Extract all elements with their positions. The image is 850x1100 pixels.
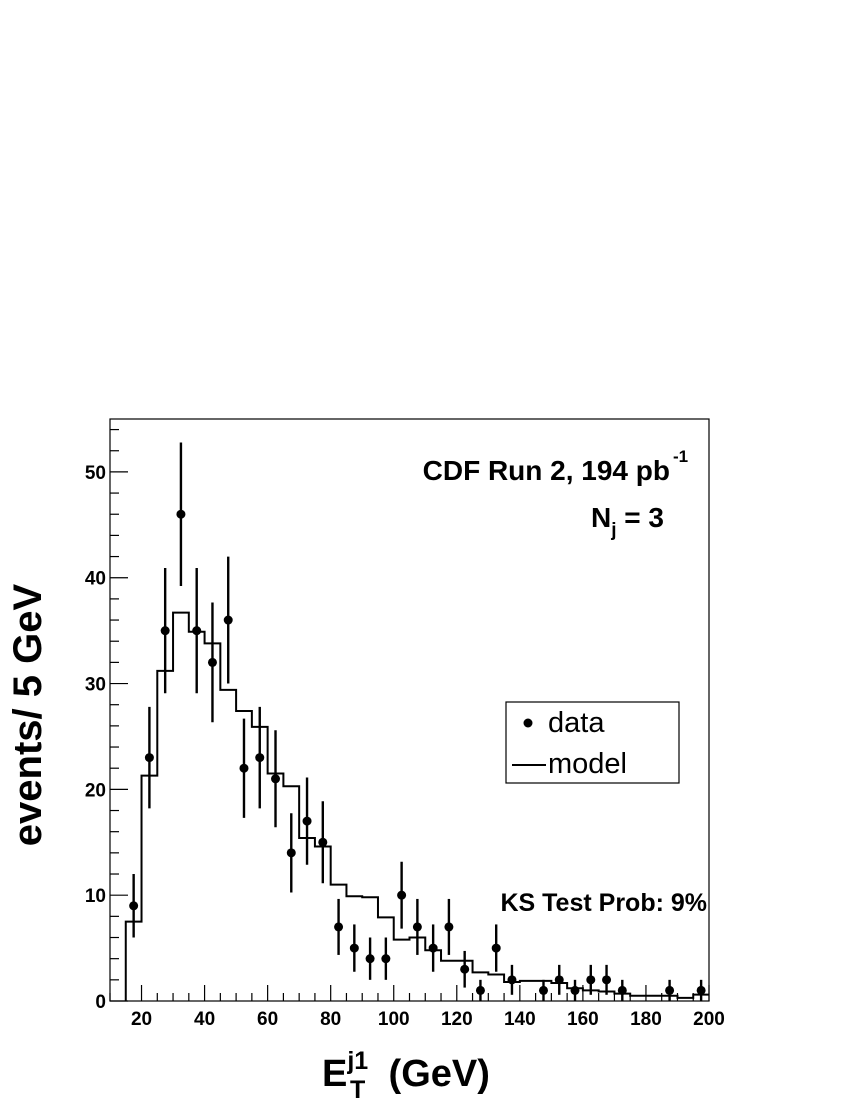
data-point	[176, 509, 186, 519]
x-tick-label: 160	[567, 1009, 599, 1030]
data-point	[160, 626, 170, 636]
data-point	[192, 626, 202, 636]
y-tick-label: 40	[85, 569, 106, 590]
model-step-line	[124, 611, 709, 1001]
x-axis-title-unit: (GeV)	[378, 1053, 490, 1095]
x-tick-label: 40	[194, 1009, 215, 1030]
model-series	[124, 611, 709, 1001]
data-point	[428, 943, 438, 953]
data-point	[602, 975, 612, 985]
data-series	[129, 442, 706, 1001]
x-tick-label: 100	[378, 1009, 410, 1030]
data-point	[223, 615, 233, 625]
njets-label: Nj = 3	[591, 502, 664, 541]
data-point	[207, 657, 217, 667]
data-point	[412, 922, 422, 932]
data-point	[255, 753, 265, 763]
njets-base: N	[591, 502, 611, 533]
data-point	[538, 985, 548, 995]
legend-data-label: data	[548, 707, 605, 739]
data-point	[271, 774, 281, 784]
x-tick-label: 20	[131, 1009, 152, 1030]
y-tick-label: 10	[85, 886, 106, 907]
data-point	[381, 954, 391, 964]
data-point	[129, 901, 139, 911]
ks-test-label: KS Test Prob: 9%	[500, 889, 707, 917]
y-tick-label: 50	[85, 463, 106, 484]
data-point	[302, 816, 312, 826]
y-axis-title: events/ 5 GeV	[6, 584, 50, 847]
x-tick-label: 200	[693, 1009, 725, 1030]
y-tick-label: 0	[95, 992, 106, 1013]
data-point	[475, 985, 485, 995]
data-point	[617, 985, 627, 995]
data-point	[318, 837, 328, 847]
experiment-label: CDF Run 2, 194 pb	[423, 455, 670, 486]
x-axis-title-sup: j1	[346, 1047, 368, 1075]
data-point	[365, 954, 375, 964]
y-tick-label: 30	[85, 675, 106, 696]
x-tick-label: 80	[320, 1009, 341, 1030]
data-point	[696, 985, 706, 995]
data-point	[286, 848, 296, 858]
y-axis: 0 10 20 30 40 50	[85, 428, 128, 1013]
data-point	[349, 943, 359, 953]
data-point	[397, 890, 407, 900]
data-point	[570, 985, 580, 995]
x-axis: 20 40 60 80 100 120 140 160 180 200	[109, 985, 725, 1030]
data-point	[491, 943, 501, 953]
legend-data-marker	[523, 718, 533, 728]
data-point	[507, 975, 517, 985]
x-tick-label: 180	[630, 1009, 662, 1030]
data-point	[460, 964, 470, 974]
x-axis-title-sub: T	[350, 1076, 365, 1100]
data-point	[665, 985, 675, 995]
data-point	[554, 975, 564, 985]
x-axis-title-base: E	[322, 1053, 347, 1095]
data-point	[239, 763, 249, 773]
y-tick-label: 20	[85, 780, 106, 801]
njets-sub: j	[610, 520, 616, 541]
data-point	[334, 922, 344, 932]
legend-box	[505, 701, 680, 784]
data-point	[586, 975, 596, 985]
njets-value: = 3	[617, 502, 664, 533]
legend-model-label: model	[548, 748, 627, 780]
data-point	[444, 922, 454, 932]
lumi-exponent: -1	[673, 447, 688, 466]
x-tick-label: 120	[441, 1009, 473, 1030]
x-tick-label: 140	[504, 1009, 536, 1030]
legend: data model	[505, 701, 680, 784]
data-point	[144, 753, 154, 763]
x-tick-label: 60	[257, 1009, 278, 1030]
x-axis-title: Ej1 T (GeV)	[322, 1047, 490, 1100]
